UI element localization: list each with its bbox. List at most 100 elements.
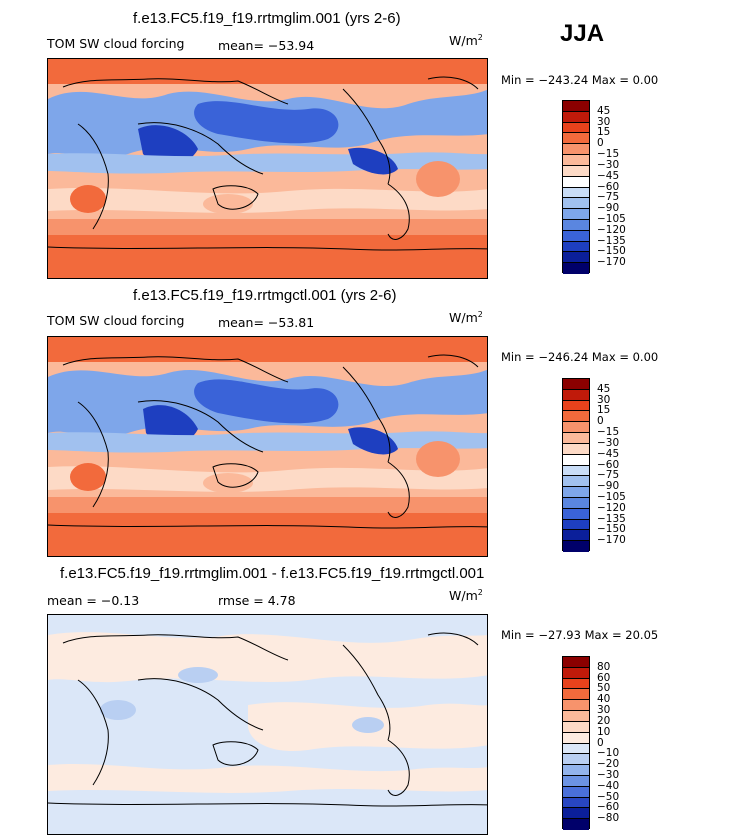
panel3-mean: mean = −0.13: [47, 593, 140, 608]
colorbar-label: −60: [597, 458, 620, 471]
panel3-units: W/m2: [449, 588, 483, 604]
panel3-title: f.e13.FC5.f19_f19.rrtmglim.001 - f.e13.F…: [60, 565, 485, 582]
colorbar-label: 0: [597, 415, 604, 428]
colorbar-swatch: [563, 465, 589, 477]
colorbar-swatch: [563, 819, 589, 830]
colorbar-swatch: [563, 101, 589, 112]
colorbar-label: −105: [597, 490, 626, 503]
colorbar-swatch: [563, 743, 589, 755]
panel2-variable: TOM SW cloud forcing: [47, 313, 185, 328]
colorbar-swatch: [563, 252, 589, 264]
colorbar-label: 40: [597, 693, 611, 706]
colorbar-label: −15: [597, 148, 620, 161]
panel3-map: [47, 614, 488, 835]
colorbar-swatch: [563, 497, 589, 509]
colorbar-swatch: [563, 411, 589, 423]
colorbar-swatch: [563, 657, 589, 668]
panel1-units: W/m2: [449, 33, 483, 49]
panel1-map: [47, 58, 488, 279]
colorbar-swatch: [563, 443, 589, 455]
panel1-title: f.e13.FC5.f19_f19.rrtmglim.001 (yrs 2-6): [133, 10, 401, 27]
colorbar-label: −10: [597, 747, 620, 760]
colorbar-label: −15: [597, 426, 620, 439]
colorbar-swatch: [563, 209, 589, 220]
colorbar-swatch: [563, 389, 589, 401]
colorbar-label: −75: [597, 191, 620, 204]
colorbar-swatch: [563, 775, 589, 787]
colorbar-label: −150: [597, 245, 626, 258]
panel1-mean: mean= −53.94: [218, 38, 315, 53]
colorbar-swatch: [563, 144, 589, 156]
colorbar-swatch: [563, 219, 589, 231]
colorbar-swatch: [563, 454, 589, 466]
colorbar-label: −120: [597, 223, 626, 236]
colorbar-swatch: [563, 721, 589, 733]
colorbar-label: 0: [597, 137, 604, 150]
colorbar-label: 45: [597, 104, 611, 117]
colorbar-label: −75: [597, 469, 620, 482]
colorbar-label: 20: [597, 714, 611, 727]
colorbar-swatch: [563, 765, 589, 776]
colorbar-label: 30: [597, 704, 611, 717]
colorbar-swatch: [563, 689, 589, 701]
colorbar-swatch: [563, 422, 589, 434]
colorbar-label: 0: [597, 736, 604, 749]
colorbar-swatch: [563, 165, 589, 177]
panel3-rmse: rmse = 4.78: [218, 593, 296, 608]
colorbar-label: −105: [597, 212, 626, 225]
colorbar-label: −20: [597, 758, 620, 771]
colorbar-swatch: [563, 230, 589, 242]
colorbar-label: −45: [597, 169, 620, 182]
colorbar-label: −45: [597, 447, 620, 460]
colorbar-label: −90: [597, 480, 620, 493]
colorbar-swatch: [563, 187, 589, 199]
colorbar-swatch: [563, 263, 589, 274]
colorbar-label: −60: [597, 801, 620, 814]
colorbar-label: −60: [597, 180, 620, 193]
colorbar-label: −30: [597, 768, 620, 781]
colorbar-label: 15: [597, 404, 611, 417]
colorbar-swatch: [563, 400, 589, 412]
panel2-mean: mean= −53.81: [218, 315, 315, 330]
colorbar-swatch: [563, 541, 589, 552]
colorbar-swatch: [563, 379, 589, 390]
panel1-minmax: Min = −243.24 Max = 0.00: [501, 73, 659, 87]
colorbar-label: 50: [597, 682, 611, 695]
colorbar-swatch: [563, 667, 589, 679]
colorbar-swatch: [563, 754, 589, 766]
colorbar-swatch: [563, 700, 589, 712]
panel1-variable: TOM SW cloud forcing: [47, 36, 185, 51]
panel2-title: f.e13.FC5.f19_f19.rrtmgctl.001 (yrs 2-6): [133, 287, 397, 304]
colorbar-swatch: [563, 133, 589, 145]
colorbar-label: 80: [597, 660, 611, 673]
colorbar-swatch: [563, 122, 589, 134]
colorbar-swatch: [563, 508, 589, 520]
colorbar-label: −80: [597, 812, 620, 825]
colorbar-label: −170: [597, 256, 626, 269]
panel1-colorbar: [562, 100, 590, 274]
panel3-minmax: Min = −27.93 Max = 20.05: [501, 628, 659, 642]
colorbar-label: −135: [597, 512, 626, 525]
colorbar-swatch: [563, 176, 589, 188]
colorbar-swatch: [563, 487, 589, 498]
colorbar-label: 45: [597, 382, 611, 395]
colorbar-label: 10: [597, 725, 611, 738]
colorbar-swatch: [563, 530, 589, 542]
colorbar-swatch: [563, 786, 589, 798]
colorbar-label: −120: [597, 501, 626, 514]
colorbar-label: −135: [597, 234, 626, 247]
colorbar-swatch: [563, 678, 589, 690]
colorbar-label: 30: [597, 393, 611, 406]
colorbar-label: −90: [597, 202, 620, 215]
panel2-minmax: Min = −246.24 Max = 0.00: [501, 350, 659, 364]
season-label: JJA: [560, 20, 605, 47]
colorbar-label: −50: [597, 790, 620, 803]
colorbar-label: 15: [597, 126, 611, 139]
colorbar-swatch: [563, 797, 589, 809]
colorbar-swatch: [563, 155, 589, 166]
panel2-colorbar: [562, 378, 590, 552]
panel2-map: [47, 336, 488, 557]
colorbar-label: −170: [597, 534, 626, 547]
colorbar-swatch: [563, 732, 589, 744]
colorbar-label: −30: [597, 436, 620, 449]
